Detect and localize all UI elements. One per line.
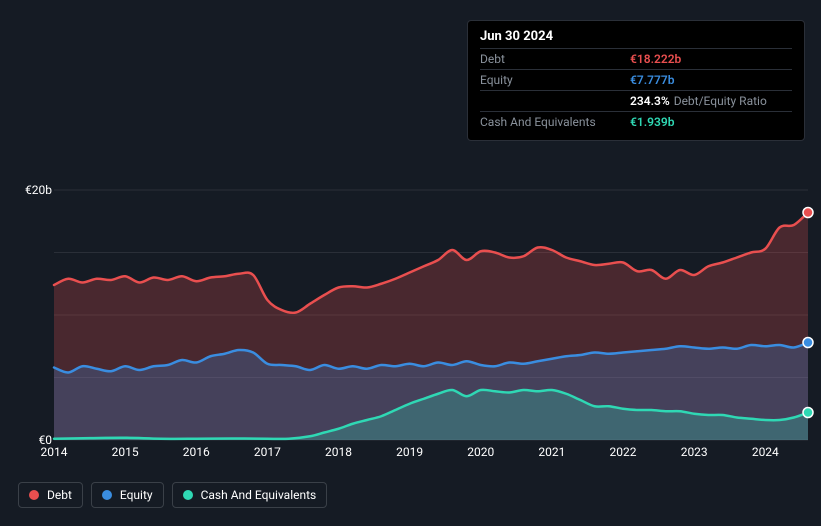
tooltip-sublabel: Debt/Equity Ratio (674, 94, 767, 108)
tooltip-row: 234.3% Debt/Equity Ratio (480, 90, 792, 111)
legend-item[interactable]: Debt (18, 482, 83, 508)
x-axis-label: 2017 (254, 445, 281, 459)
tooltip-value: 234.3% (630, 94, 670, 108)
tooltip-row: Debt€18.222b (480, 48, 792, 69)
chart-legend: Debt Equity Cash And Equivalents (18, 482, 327, 508)
chart-plot-area[interactable] (54, 140, 808, 440)
legend-label: Cash And Equivalents (201, 488, 317, 502)
y-axis-label: €20b (25, 183, 52, 197)
legend-item[interactable]: Cash And Equivalents (172, 482, 328, 508)
series-end-marker[interactable] (803, 208, 813, 218)
tooltip-date: Jun 30 2024 (480, 29, 792, 44)
tooltip-value: €7.777b (630, 73, 674, 87)
legend-dot-icon (29, 490, 39, 500)
tooltip-value: €1.939b (630, 115, 674, 129)
x-axis-label: 2020 (467, 445, 494, 459)
x-axis-label: 2023 (681, 445, 708, 459)
legend-item[interactable]: Equity (91, 482, 164, 508)
x-axis-label: 2016 (183, 445, 210, 459)
financial-chart: €0€20b 201420152016201720182019202020212… (18, 120, 808, 460)
legend-dot-icon (183, 490, 193, 500)
series-end-marker[interactable] (803, 408, 813, 418)
x-axis-label: 2021 (538, 445, 565, 459)
x-axis-label: 2015 (112, 445, 139, 459)
tooltip-row: Cash And Equivalents€1.939b (480, 111, 792, 132)
x-axis-label: 2014 (41, 445, 68, 459)
series-end-marker[interactable] (803, 338, 813, 348)
tooltip-label: Debt (480, 52, 630, 66)
x-axis-label: 2018 (325, 445, 352, 459)
legend-label: Equity (120, 488, 153, 502)
x-axis: 2014201520162017201820192020202120222023… (54, 445, 808, 465)
legend-label: Debt (47, 488, 72, 502)
tooltip-value: €18.222b (630, 52, 681, 66)
chart-tooltip: Jun 30 2024 Debt€18.222bEquity€7.777b234… (467, 20, 805, 141)
x-axis-label: 2024 (752, 445, 779, 459)
x-axis-label: 2022 (610, 445, 637, 459)
tooltip-label: Cash And Equivalents (480, 115, 630, 129)
tooltip-label (480, 94, 630, 108)
tooltip-label: Equity (480, 73, 630, 87)
tooltip-row: Equity€7.777b (480, 69, 792, 90)
legend-dot-icon (102, 490, 112, 500)
x-axis-label: 2019 (396, 445, 423, 459)
